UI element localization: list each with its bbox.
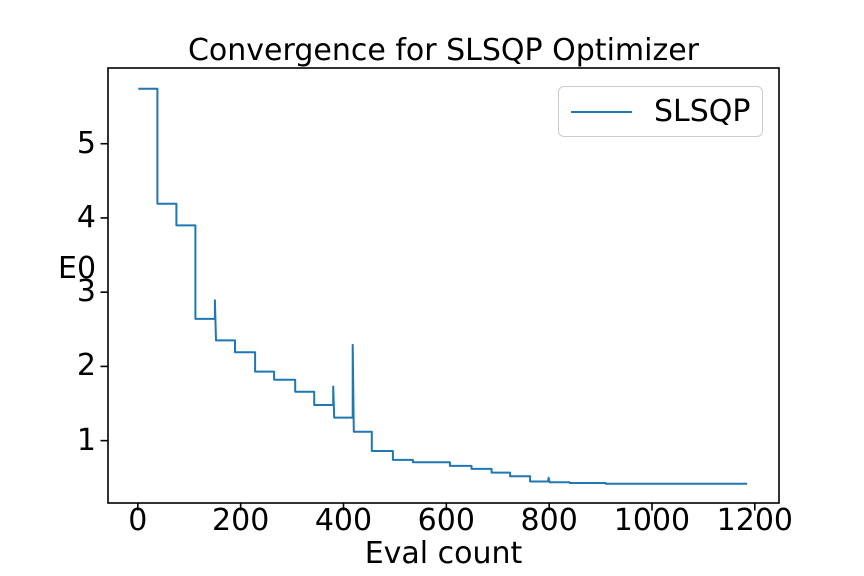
x-axis-label: Eval count bbox=[364, 536, 523, 571]
legend: SLSQP bbox=[558, 86, 763, 137]
y-tick-label: 2 bbox=[76, 348, 96, 384]
legend-line-sample bbox=[571, 110, 632, 113]
x-tick-label: 0 bbox=[128, 503, 148, 538]
slsqp-convergence-line bbox=[138, 87, 748, 485]
x-tick-label: 800 bbox=[520, 503, 578, 538]
y-axis-label: E0 bbox=[58, 251, 97, 286]
x-tick-label: 600 bbox=[417, 503, 475, 538]
axis-tick-marks bbox=[100, 142, 756, 511]
y-tick-label: 3 bbox=[76, 274, 96, 310]
y-tick-label: 5 bbox=[76, 125, 96, 161]
y-tick-label: 4 bbox=[76, 199, 96, 235]
x-tick-label: 200 bbox=[212, 503, 270, 538]
y-tick-label: 1 bbox=[76, 422, 96, 458]
x-tick-label: 1000 bbox=[613, 503, 691, 538]
x-tick-label: 400 bbox=[314, 503, 373, 538]
plot-border bbox=[107, 67, 780, 504]
legend-label: SLSQP bbox=[654, 93, 751, 129]
chart-title: Convergence for SLSQP Optimizer bbox=[187, 33, 699, 68]
x-tick-label: 1200 bbox=[716, 503, 793, 538]
